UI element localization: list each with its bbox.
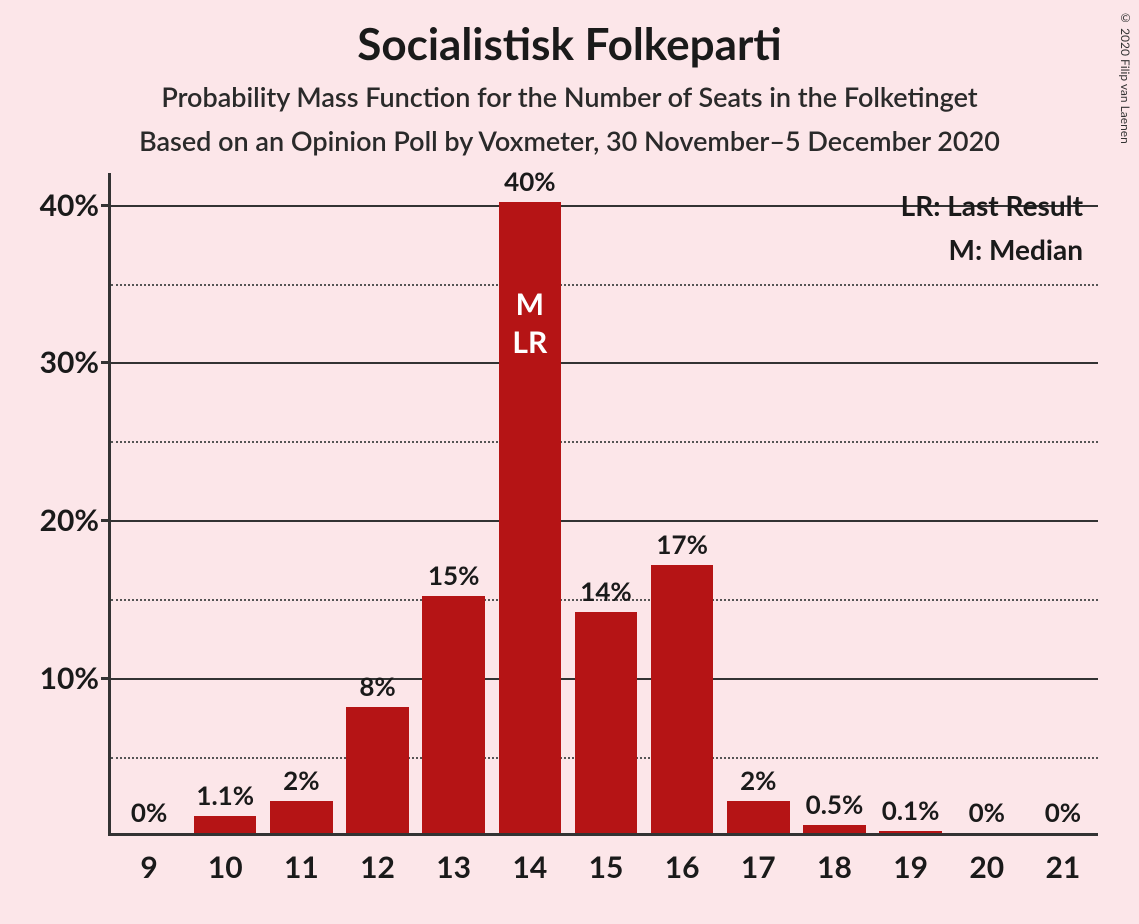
y-tick-mark — [101, 677, 111, 680]
y-axis-label: 20% — [19, 502, 99, 538]
plot-area: 0%91.1%102%118%1215%1340%14MLR14%1517%16… — [108, 173, 1098, 836]
bar-value-label: 8% — [359, 670, 395, 702]
grid-major — [111, 362, 1098, 364]
last-result-marker: LR — [512, 324, 547, 360]
bar — [194, 816, 256, 833]
x-axis-label: 12 — [360, 849, 395, 885]
chart-subtitle-2: Based on an Opinion Poll by Voxmeter, 30… — [0, 124, 1139, 157]
x-axis-label: 13 — [436, 849, 471, 885]
legend-median: M: Median — [949, 232, 1083, 266]
bar — [422, 596, 484, 833]
bar-value-label: 2% — [283, 764, 319, 796]
x-axis-label: 17 — [741, 849, 776, 885]
bar — [727, 801, 789, 833]
median-marker: M — [516, 286, 544, 322]
bar — [346, 707, 408, 833]
y-tick-mark — [101, 361, 111, 364]
bar — [270, 801, 332, 833]
bar-value-label: 14% — [580, 575, 631, 607]
x-axis-label: 9 — [140, 849, 157, 885]
x-axis-label: 21 — [1046, 849, 1081, 885]
bar — [575, 612, 637, 833]
grid-major — [111, 520, 1098, 522]
bar-value-label: 0.5% — [806, 788, 864, 820]
bar-value-label: 17% — [656, 528, 707, 560]
x-axis-label: 16 — [665, 849, 700, 885]
legend-last-result: LR: Last Result — [901, 188, 1083, 222]
bar-value-label: 0% — [969, 796, 1005, 828]
x-axis-label: 20 — [969, 849, 1004, 885]
bar — [879, 831, 941, 833]
bar — [803, 825, 865, 833]
copyright-text: © 2020 Filip van Laenen — [1118, 10, 1133, 144]
x-axis-label: 14 — [512, 849, 547, 885]
chart-subtitle-1: Probability Mass Function for the Number… — [0, 80, 1139, 113]
x-axis-label: 19 — [893, 849, 928, 885]
x-axis-label: 10 — [208, 849, 243, 885]
x-axis-label: 15 — [589, 849, 624, 885]
bar-value-label: 15% — [428, 559, 479, 591]
y-axis-label: 10% — [19, 660, 99, 696]
bar-value-label: 0% — [1045, 796, 1081, 828]
y-tick-mark — [101, 204, 111, 207]
chart-title: Socialistisk Folkeparti — [0, 18, 1139, 70]
bar — [651, 565, 713, 833]
y-axis-label: 40% — [19, 187, 99, 223]
x-axis-label: 11 — [284, 849, 319, 885]
grid-minor — [111, 441, 1098, 443]
bar-value-label: 0% — [131, 796, 167, 828]
bar-value-label: 2% — [740, 764, 776, 796]
bar-value-label: 0.1% — [882, 794, 940, 826]
bar-value-label: 40% — [504, 165, 555, 197]
y-axis-label: 30% — [19, 344, 99, 380]
grid-minor — [111, 284, 1098, 286]
x-axis-label: 18 — [817, 849, 852, 885]
y-tick-mark — [101, 519, 111, 522]
bar-value-label: 1.1% — [196, 779, 254, 811]
